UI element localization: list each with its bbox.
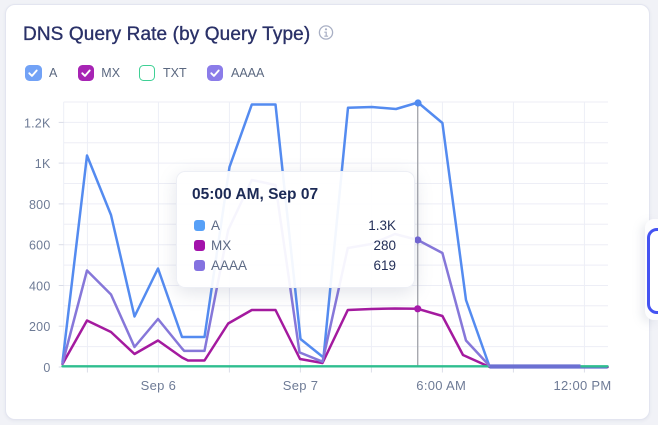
- svg-text:1.2K: 1.2K: [24, 116, 51, 130]
- svg-text:800: 800: [29, 198, 50, 212]
- svg-text:Sep 6: Sep 6: [141, 378, 176, 393]
- svg-text:0: 0: [43, 361, 50, 375]
- svg-text:6:00 AM: 6:00 AM: [416, 378, 466, 393]
- svg-text:12:00 PM: 12:00 PM: [553, 378, 611, 393]
- svg-text:600: 600: [29, 239, 50, 253]
- svg-text:400: 400: [29, 280, 50, 294]
- svg-text:Sep 7: Sep 7: [283, 378, 318, 393]
- svg-text:1K: 1K: [35, 157, 51, 171]
- svg-text:200: 200: [29, 320, 50, 334]
